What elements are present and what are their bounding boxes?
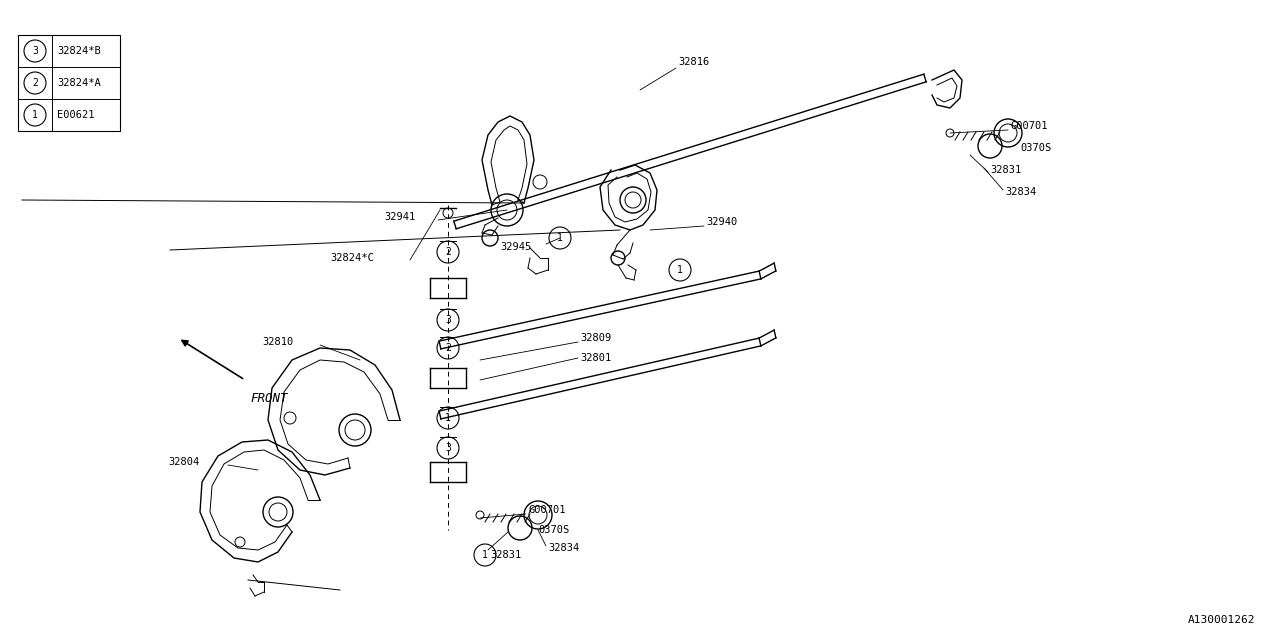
Text: 1: 1: [445, 413, 451, 423]
Text: 32824*A: 32824*A: [58, 78, 101, 88]
Text: 32831: 32831: [989, 165, 1021, 175]
Text: 32801: 32801: [580, 353, 612, 363]
Text: 0370S: 0370S: [538, 525, 570, 535]
Text: 32809: 32809: [580, 333, 612, 343]
Text: 1: 1: [677, 265, 684, 275]
Text: G00701: G00701: [1010, 121, 1047, 131]
Text: 32804: 32804: [168, 457, 200, 467]
Text: 32831: 32831: [490, 550, 521, 560]
Text: A130001262: A130001262: [1188, 615, 1254, 625]
Text: 2: 2: [445, 343, 451, 353]
Text: E00621: E00621: [58, 110, 95, 120]
Text: 32941: 32941: [384, 212, 415, 222]
Text: 1: 1: [483, 550, 488, 560]
Text: 2: 2: [445, 247, 451, 257]
Text: FRONT: FRONT: [250, 392, 288, 404]
Text: 3: 3: [445, 443, 451, 453]
Text: 32824*C: 32824*C: [330, 253, 374, 263]
Text: 3: 3: [32, 46, 38, 56]
Text: 1: 1: [557, 233, 563, 243]
Text: 32945: 32945: [500, 242, 531, 252]
Text: 32810: 32810: [262, 337, 293, 347]
Text: G00701: G00701: [529, 505, 566, 515]
Text: 3: 3: [445, 315, 451, 325]
Text: 32824*B: 32824*B: [58, 46, 101, 56]
Text: 32834: 32834: [548, 543, 580, 553]
Text: 1: 1: [32, 110, 38, 120]
Text: 32816: 32816: [678, 57, 709, 67]
Bar: [18, 35, 120, 131]
Text: 0370S: 0370S: [1020, 143, 1051, 153]
Text: 32940: 32940: [707, 217, 737, 227]
Text: 2: 2: [32, 78, 38, 88]
Text: 32834: 32834: [1005, 187, 1037, 197]
